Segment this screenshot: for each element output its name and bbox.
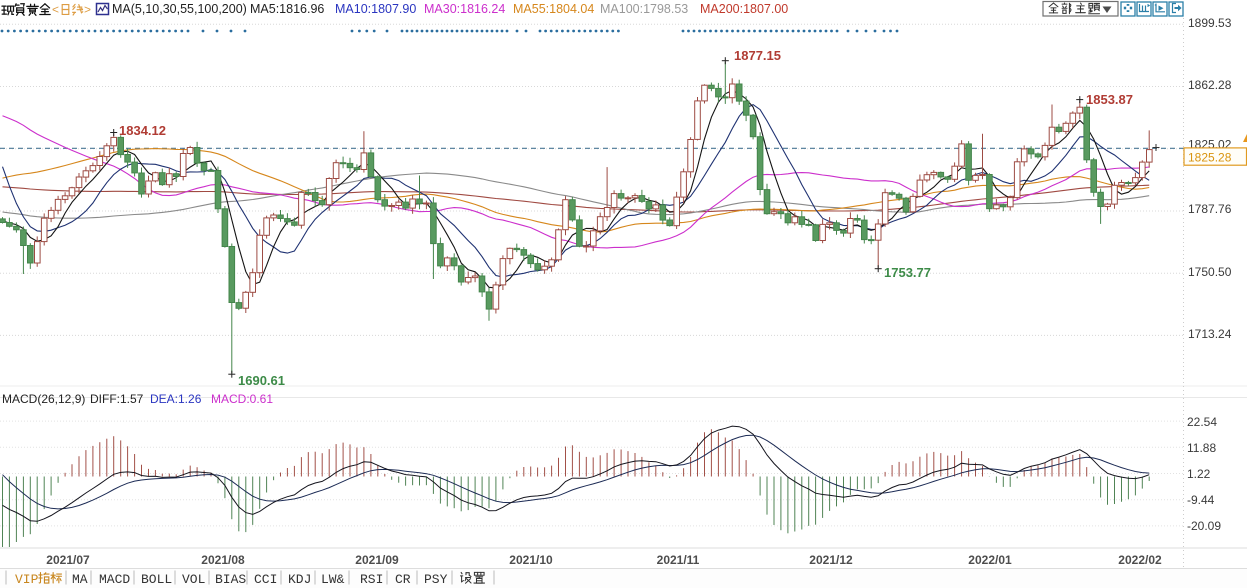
- svg-text:2022/01: 2022/01: [968, 553, 1012, 567]
- svg-text:22.54: 22.54: [1187, 415, 1217, 429]
- svg-text:DIFF:1.57: DIFF:1.57: [90, 392, 144, 406]
- svg-text:1899.53: 1899.53: [1188, 16, 1232, 30]
- svg-text:MA55:1804.04: MA55:1804.04: [513, 2, 594, 16]
- svg-text:VIP: VIP: [15, 572, 39, 587]
- svg-text:MA10:1807.90: MA10:1807.90: [335, 2, 416, 16]
- svg-text:LW&: LW&: [321, 572, 345, 587]
- svg-text:2021/08: 2021/08: [201, 553, 245, 567]
- svg-text:1690.61: 1690.61: [238, 373, 285, 388]
- svg-text:2022/02: 2022/02: [1118, 553, 1162, 567]
- svg-text:1753.77: 1753.77: [884, 265, 931, 280]
- svg-text:-9.44: -9.44: [1187, 493, 1215, 507]
- svg-text:2021/10: 2021/10: [509, 553, 553, 567]
- svg-text:CR: CR: [395, 572, 411, 587]
- svg-text:2021/07: 2021/07: [46, 553, 90, 567]
- svg-text:1834.12: 1834.12: [119, 123, 166, 138]
- svg-text:PSY: PSY: [424, 572, 448, 587]
- svg-text:VOL: VOL: [182, 572, 205, 587]
- svg-text:1787.76: 1787.76: [1188, 202, 1232, 216]
- svg-text:1750.50: 1750.50: [1188, 265, 1232, 279]
- svg-text:MA200:1807.00: MA200:1807.00: [700, 2, 788, 16]
- svg-text:MA5:1816.96: MA5:1816.96: [250, 2, 324, 16]
- svg-text:-20.09: -20.09: [1187, 519, 1221, 533]
- svg-text:MA30:1816.24: MA30:1816.24: [424, 2, 505, 16]
- svg-text:2021/12: 2021/12: [809, 553, 853, 567]
- svg-text:>: >: [84, 3, 91, 17]
- svg-text:RSI: RSI: [360, 572, 383, 587]
- svg-text:MACD(26,12,9): MACD(26,12,9): [2, 392, 85, 406]
- svg-text:1862.28: 1862.28: [1188, 78, 1232, 92]
- svg-text:1.22: 1.22: [1187, 467, 1211, 481]
- svg-text:BOLL: BOLL: [141, 572, 172, 587]
- svg-text:CCI: CCI: [254, 572, 277, 587]
- svg-text:BIAS: BIAS: [215, 572, 246, 587]
- svg-text:1877.15: 1877.15: [734, 48, 781, 63]
- svg-text:2021/11: 2021/11: [657, 553, 700, 567]
- svg-text:1825.28: 1825.28: [1188, 151, 1232, 165]
- svg-text:DEA:1.26: DEA:1.26: [150, 392, 202, 406]
- svg-text:MA: MA: [72, 572, 88, 587]
- svg-text:MACD:0.61: MACD:0.61: [211, 392, 273, 406]
- svg-text:MACD: MACD: [99, 572, 130, 587]
- svg-text:MA100:1798.53: MA100:1798.53: [600, 2, 688, 16]
- svg-text:11.88: 11.88: [1187, 441, 1216, 455]
- svg-text:1853.87: 1853.87: [1086, 92, 1133, 107]
- svg-text:1713.24: 1713.24: [1188, 327, 1232, 341]
- svg-text:<: <: [52, 3, 59, 17]
- svg-text:MA(5,10,30,55,100,200): MA(5,10,30,55,100,200): [112, 2, 247, 16]
- svg-text:2021/09: 2021/09: [355, 553, 399, 567]
- svg-text:KDJ: KDJ: [288, 572, 311, 587]
